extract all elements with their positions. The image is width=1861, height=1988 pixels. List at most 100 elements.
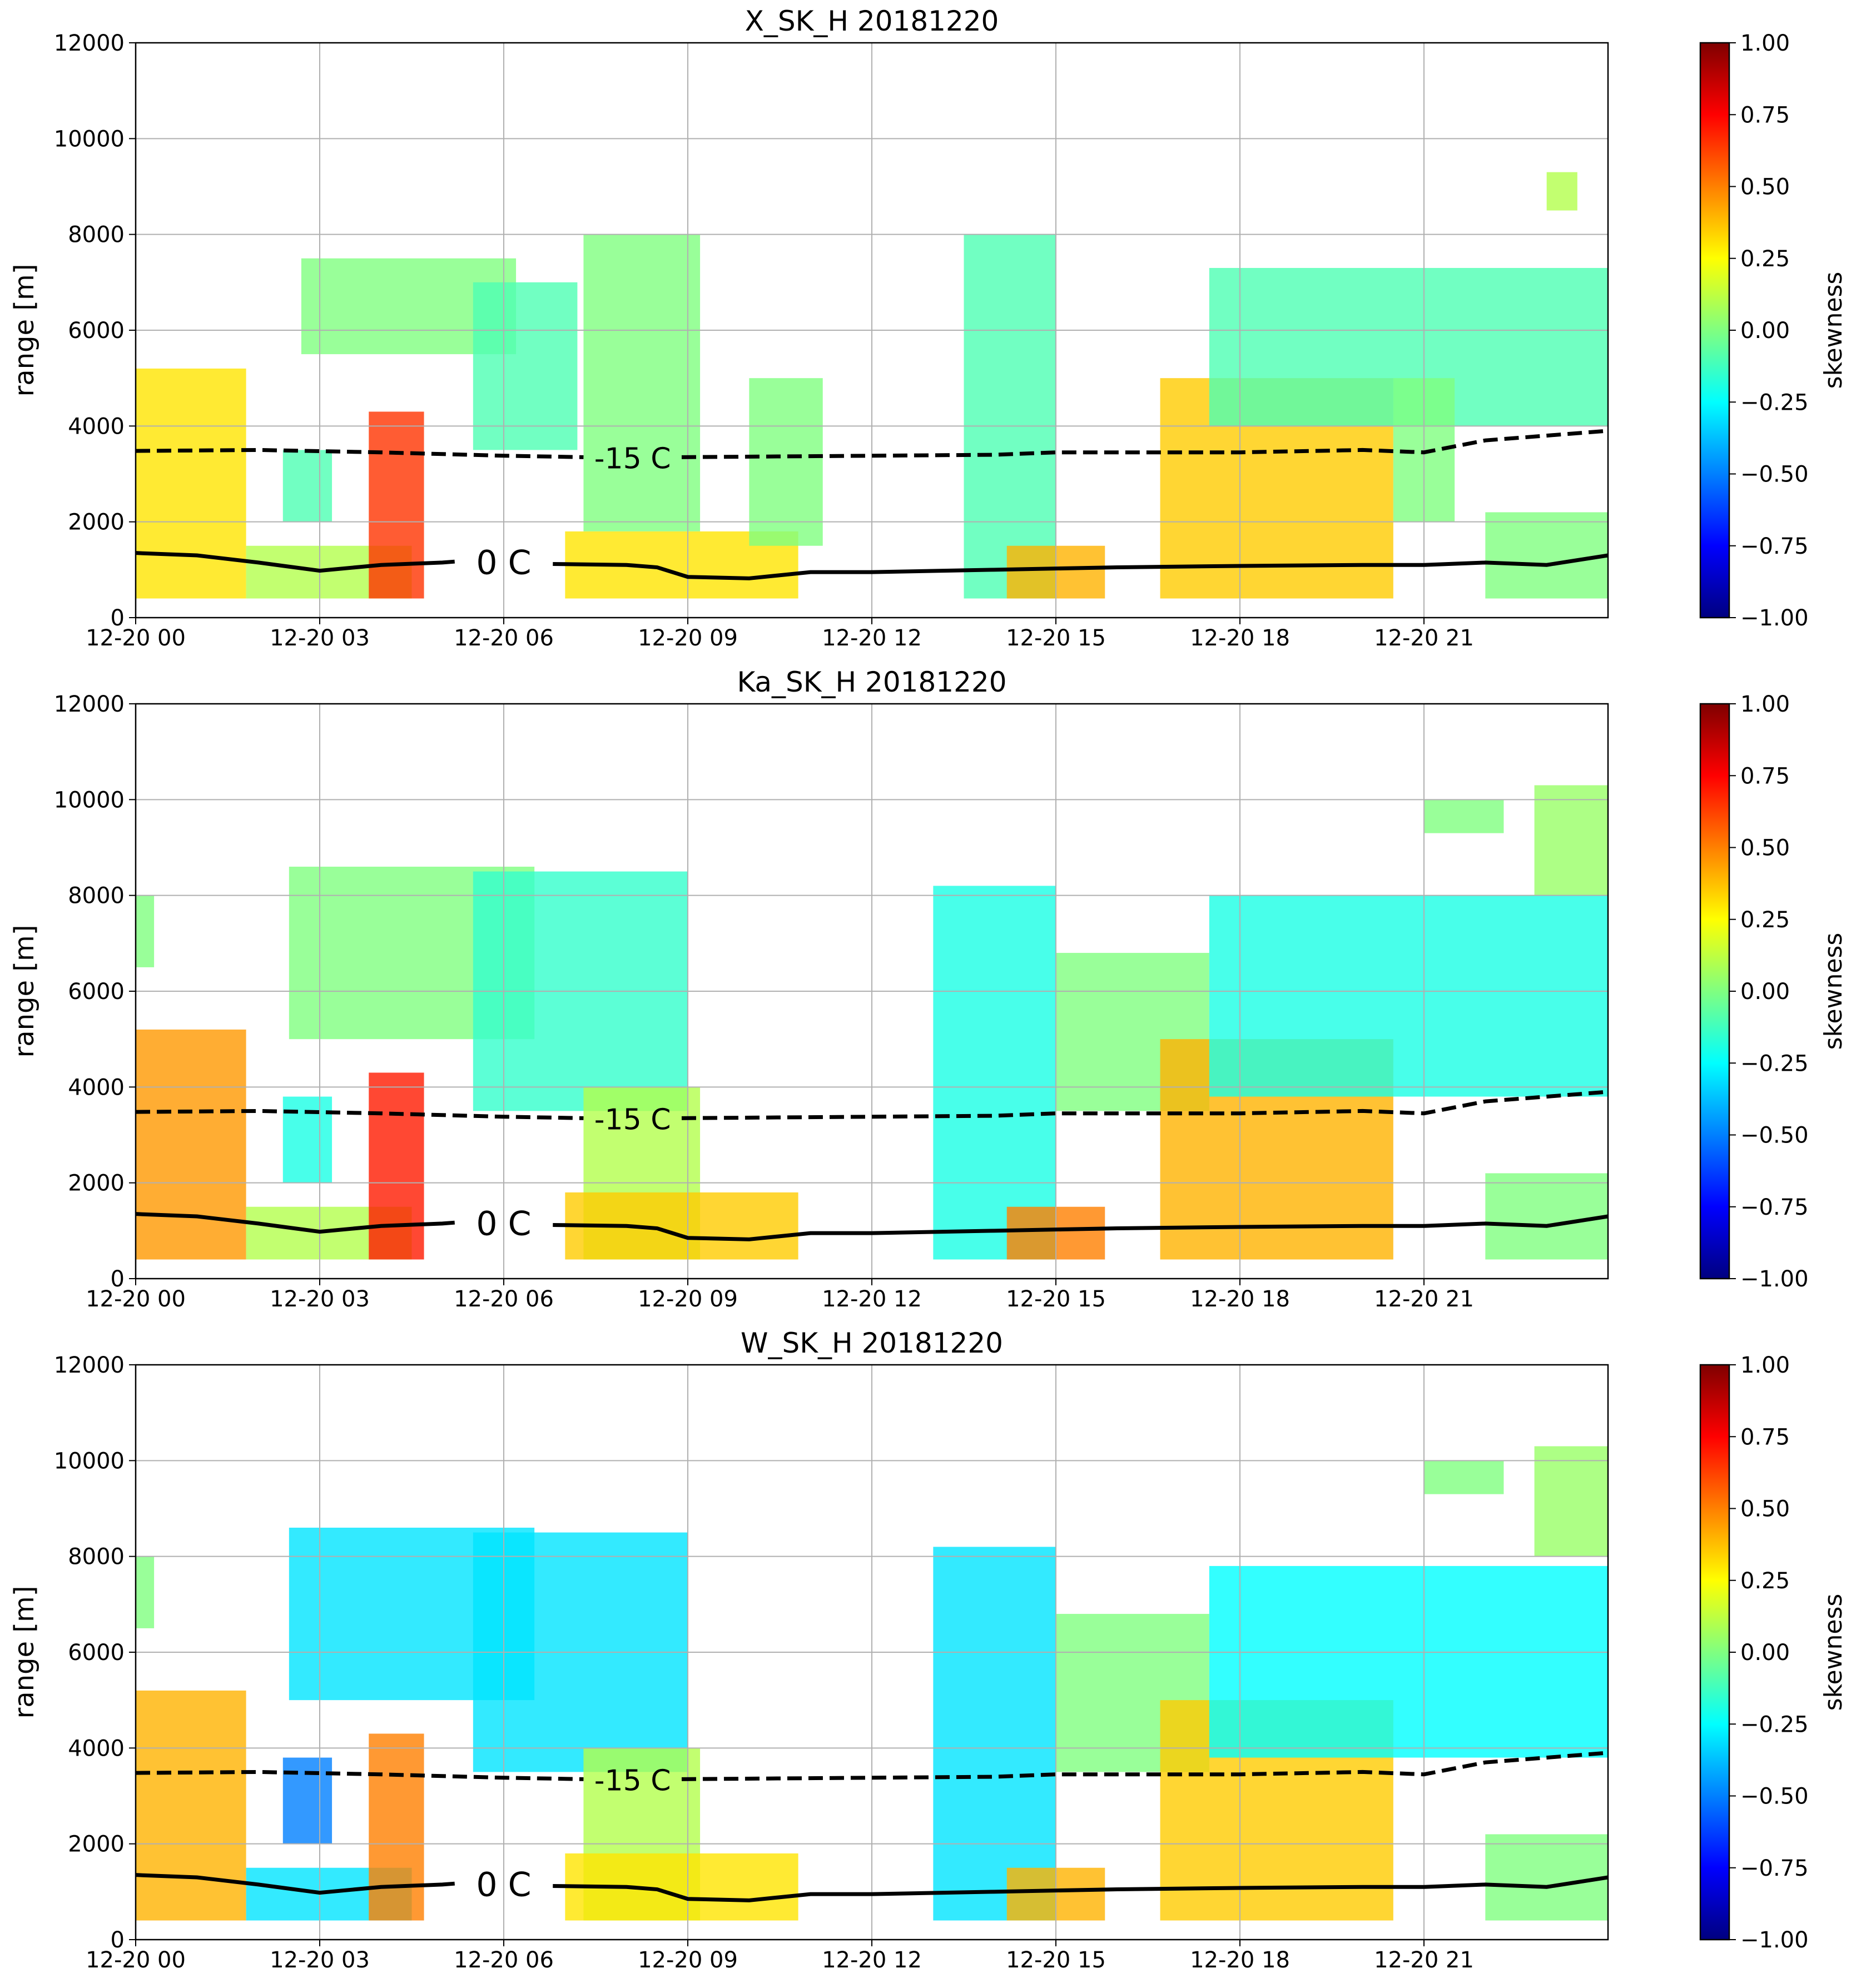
colorbar-tick-label: −1.00 — [1740, 1266, 1809, 1292]
colorbar-tick-label: 1.00 — [1740, 1353, 1790, 1378]
x-tick-label: 12-20 21 — [1374, 625, 1474, 651]
y-tick-label: 6000 — [68, 979, 125, 1005]
x-tick-label: 12-20 12 — [822, 625, 922, 651]
x-tick-label: 12-20 21 — [1374, 1947, 1474, 1973]
colorbar-tick-label: −0.50 — [1740, 462, 1809, 488]
x-tick-label: 12-20 12 — [822, 1947, 922, 1973]
y-tick-label: 0 — [111, 605, 125, 631]
colorbar-tick-label: 0.75 — [1740, 763, 1790, 789]
echo-region — [473, 282, 578, 450]
contour-line — [135, 1873, 455, 1895]
contour-label: 0 C — [476, 543, 531, 582]
echo-region — [136, 895, 155, 967]
echo-region — [1534, 785, 1608, 896]
y-tick-label: 8000 — [68, 883, 125, 909]
contour-line — [681, 1090, 1609, 1120]
echo-region — [964, 234, 1056, 599]
echo-region — [749, 378, 823, 546]
colorbar-label: skewness — [1819, 1594, 1848, 1711]
y-axis-label: range [m] — [9, 925, 40, 1057]
y-tick-label: 12000 — [54, 692, 125, 717]
contour-line — [135, 448, 584, 459]
y-tick-label: 8000 — [68, 222, 125, 248]
echo-region — [282, 450, 333, 522]
y-tick-label: 0 — [111, 1927, 125, 1953]
echo-region — [369, 1072, 424, 1260]
echo-region — [1485, 512, 1608, 599]
colorbar-tick-label: 0.00 — [1740, 318, 1790, 344]
x-tick-label: 12-20 21 — [1374, 1286, 1474, 1312]
y-tick-label: 6000 — [68, 1640, 125, 1666]
x-tick-label: 12-20 00 — [86, 625, 186, 651]
contour-line — [553, 553, 1609, 580]
y-axis-label: range [m] — [9, 1586, 40, 1718]
colorbar-tick-label: 0.75 — [1740, 102, 1790, 128]
x-tick-label: 12-20 00 — [86, 1947, 186, 1973]
y-tick-label: 4000 — [68, 414, 125, 439]
colorbar-tick-label: 0.00 — [1740, 1640, 1790, 1666]
x-tick-label: 12-20 15 — [1006, 625, 1106, 651]
y-tick-label: 2000 — [68, 1171, 125, 1196]
contour-line — [553, 1875, 1609, 1902]
y-tick-label: 6000 — [68, 318, 125, 344]
chart-title: Ka_SK_H 20181220 — [737, 666, 1006, 698]
contour-line — [135, 1770, 584, 1781]
y-axis-label: range [m] — [9, 264, 40, 396]
y-tick-label: 4000 — [68, 1075, 125, 1100]
x-tick-label: 12-20 12 — [822, 1286, 922, 1312]
x-tick-label: 12-20 03 — [270, 625, 370, 651]
plot-frame — [135, 703, 1609, 1280]
x-tick-label: 12-20 18 — [1190, 1286, 1290, 1312]
colorbar-tick-label: 0.00 — [1740, 979, 1790, 1005]
colorbar-tick-label: −0.50 — [1740, 1123, 1809, 1149]
x-tick-label: 12-20 03 — [270, 1947, 370, 1973]
contour-line — [135, 551, 455, 573]
y-tick-label: 10000 — [54, 126, 125, 152]
colorbar — [1699, 703, 1730, 1280]
echo-region — [933, 886, 1056, 1260]
colorbar-tick-label: 0.25 — [1740, 1568, 1790, 1594]
y-tick-label: 2000 — [68, 1832, 125, 1857]
contour-line — [681, 1751, 1609, 1781]
colorbar-tick-label: 0.75 — [1740, 1424, 1790, 1450]
colorbar-tick-label: 0.25 — [1740, 907, 1790, 933]
contour-line — [553, 1214, 1609, 1241]
contour-line — [681, 429, 1609, 459]
x-tick-label: 12-20 09 — [638, 1286, 738, 1312]
echo-region — [1485, 1173, 1608, 1260]
x-tick-label: 12-20 18 — [1190, 1947, 1290, 1973]
echo-region — [1424, 799, 1504, 833]
echo-region — [1546, 172, 1577, 211]
y-tick-label: 10000 — [54, 1448, 125, 1474]
echo-region — [136, 1690, 246, 1921]
y-tick-label: 10000 — [54, 787, 125, 813]
echo-region — [369, 411, 424, 599]
colorbar-tick-label: 1.00 — [1740, 31, 1790, 56]
echo-region — [136, 368, 246, 599]
contour-label: 0 C — [476, 1204, 531, 1243]
y-tick-label: 4000 — [68, 1736, 125, 1761]
contour-label: 0 C — [476, 1865, 531, 1904]
echo-region — [1485, 1834, 1608, 1921]
x-tick-label: 12-20 06 — [454, 1947, 554, 1973]
echo-region — [282, 1096, 333, 1183]
echo-region — [1424, 1460, 1504, 1494]
colorbar-label: skewness — [1819, 933, 1848, 1050]
contour-label: -15 C — [594, 1103, 671, 1136]
echo-region — [136, 1556, 155, 1628]
chart-title: W_SK_H 20181220 — [741, 1327, 1003, 1359]
colorbar-tick-label: −0.25 — [1740, 1712, 1809, 1737]
colorbar-tick-label: 0.50 — [1740, 175, 1790, 200]
plot-frame — [135, 1364, 1609, 1941]
echo-region — [1209, 1565, 1608, 1758]
colorbar-tick-label: −0.50 — [1740, 1784, 1809, 1810]
colorbar-tick-label: 0.50 — [1740, 836, 1790, 861]
colorbar-tick-label: −0.25 — [1740, 1051, 1809, 1076]
contour-label: -15 C — [594, 1764, 671, 1797]
y-tick-label: 12000 — [54, 1353, 125, 1378]
colorbar-tick-label: −0.75 — [1740, 1195, 1809, 1220]
echo-region — [369, 1733, 424, 1921]
echo-region — [1209, 895, 1608, 1097]
